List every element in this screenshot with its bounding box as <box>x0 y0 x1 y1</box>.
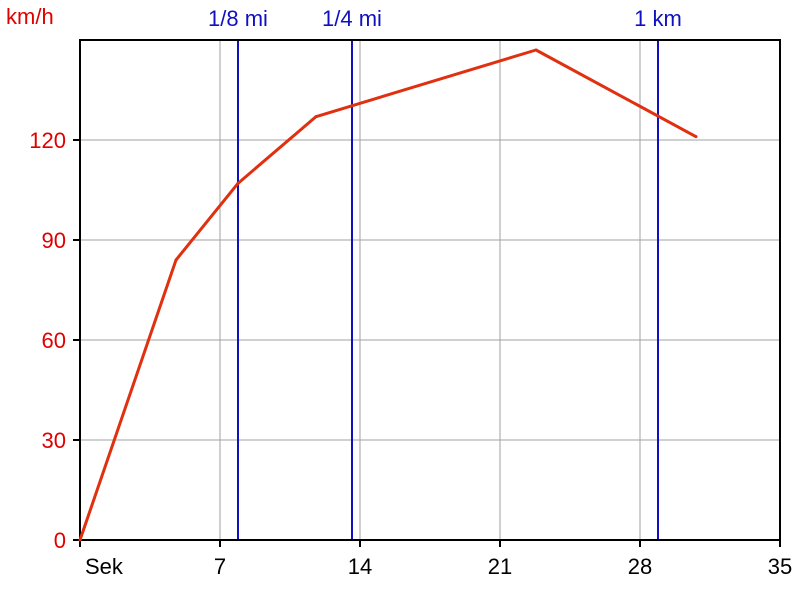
speed-series-line <box>78 48 697 541</box>
speed-data-point <box>236 181 240 185</box>
distance-markers <box>237 40 659 540</box>
axes <box>73 39 781 547</box>
plot-frame <box>79 39 781 541</box>
speed-data-point <box>694 135 698 139</box>
y-tick-label: 30 <box>42 428 66 453</box>
y-tick-label: 60 <box>42 328 66 353</box>
series-group <box>78 48 698 542</box>
x-tick-label: 28 <box>628 554 652 579</box>
x-tick-label: 7 <box>214 554 226 579</box>
speed-data-point <box>534 48 538 52</box>
speed-data-point <box>78 538 82 542</box>
distance-marker-labels: 1/8 mi 1/4 mi 1 km <box>208 6 682 31</box>
distance-marker-label: 1 km <box>634 6 682 31</box>
speed-data-point <box>174 258 178 262</box>
speed-data-point <box>314 115 318 119</box>
x-tick-labels: 7 14 21 28 35 <box>214 554 792 579</box>
x-tick-label: 35 <box>768 554 792 579</box>
distance-marker-label: 1/8 mi <box>208 6 268 31</box>
y-unit-label: km/h <box>6 4 54 29</box>
y-tick-label: 120 <box>29 128 66 153</box>
x-tick-label: 14 <box>348 554 372 579</box>
grid <box>80 40 780 540</box>
y-tick-label: 90 <box>42 228 66 253</box>
x-unit-label: Sek <box>85 554 124 579</box>
x-tick-label: 21 <box>488 554 512 579</box>
y-tick-labels: 0 30 60 90 120 <box>29 128 66 553</box>
y-tick-label: 0 <box>54 528 66 553</box>
distance-marker-label: 1/4 mi <box>322 6 382 31</box>
